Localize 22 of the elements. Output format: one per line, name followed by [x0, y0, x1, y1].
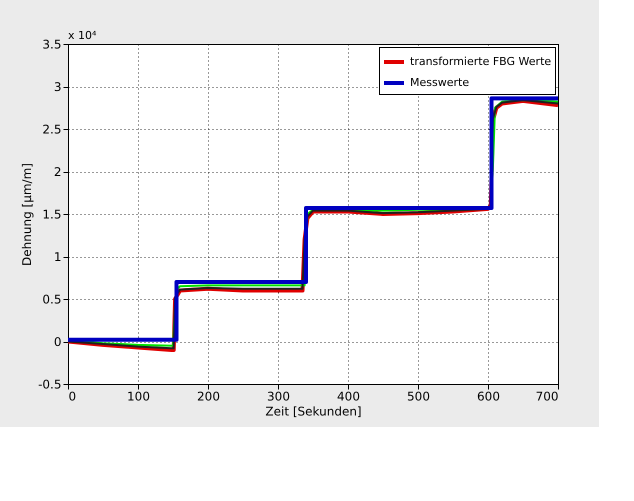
x-tick-label: 400: [337, 390, 360, 404]
y-tick-label: 3.5: [42, 38, 62, 52]
y-tick-label: 0: [54, 335, 62, 349]
x-tick-label: 200: [197, 390, 220, 404]
x-tick-label: 300: [267, 390, 290, 404]
y-tick-label: 1: [54, 250, 62, 264]
x-tick-label: 600: [477, 390, 500, 404]
y-tick-label: 1.5: [42, 208, 62, 222]
y-tick-label: -0.5: [38, 378, 62, 392]
text: x 10⁴: [68, 29, 98, 42]
x-tick-label: 700: [536, 390, 558, 404]
legend-label: Messwerte: [410, 76, 470, 89]
x-tick-label: 0: [68, 390, 76, 404]
y-tick-label: 2: [54, 165, 62, 179]
x-axis-title: Zeit [Sekunden]: [265, 404, 362, 418]
x-tick-label: 100: [127, 390, 150, 404]
y-axis-title: Dehnung [µm/m]: [20, 163, 34, 266]
legend-label: transformierte FBG Werte: [410, 55, 552, 68]
x-tick-label: 500: [407, 390, 430, 404]
y-tick-label: 3: [54, 80, 62, 94]
y-tick-label: 0.5: [42, 292, 62, 306]
y-tick-label: 2.5: [42, 122, 62, 136]
